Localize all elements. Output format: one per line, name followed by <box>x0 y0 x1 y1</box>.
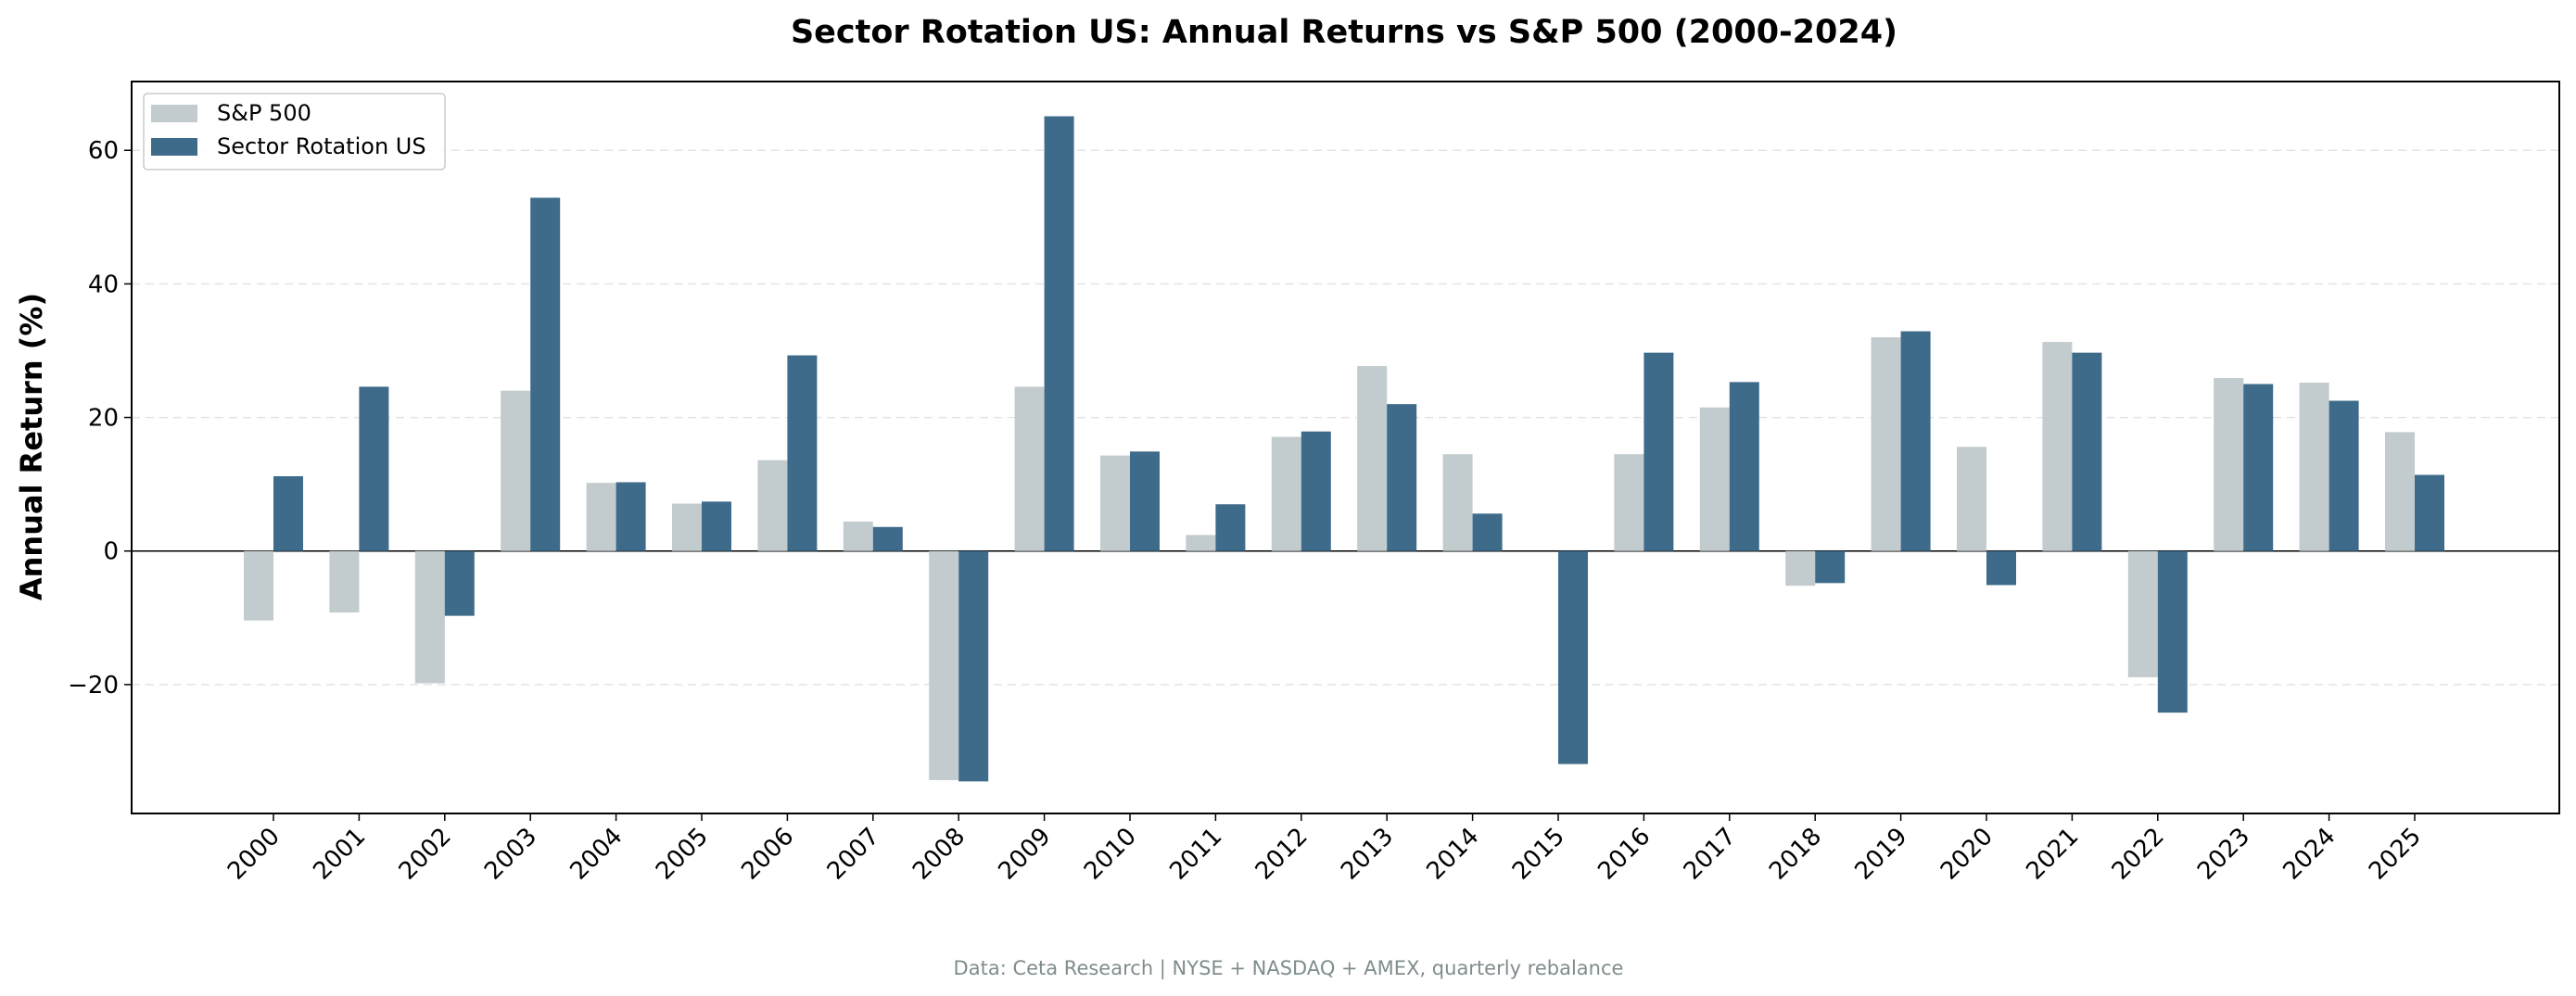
bar-sp500-2013 <box>1357 366 1388 551</box>
x-tick-label: 2014 <box>1422 823 1485 886</box>
bar-sp500-2000 <box>244 550 273 621</box>
x-tick-label: 2010 <box>1079 823 1142 886</box>
bar-sp500-2008 <box>929 550 959 780</box>
bar-sp500-2021 <box>2042 342 2073 551</box>
x-tick-label: 2008 <box>907 823 971 886</box>
bar-sp500-2011 <box>1186 535 1216 551</box>
bar-sector-rotation-2015 <box>1558 550 1588 764</box>
bar-sector-rotation-2003 <box>530 197 561 551</box>
x-tick-label: 2013 <box>1336 823 1399 886</box>
x-tick-label: 2003 <box>479 823 542 886</box>
bars <box>244 116 2444 782</box>
x-tick-label: 2025 <box>2364 823 2427 886</box>
bar-sector-rotation-2013 <box>1387 404 1417 551</box>
bar-sector-rotation-2022 <box>2157 550 2188 713</box>
bar-sector-rotation-2020 <box>1986 550 2016 586</box>
bar-sector-rotation-2023 <box>2243 384 2274 551</box>
bar-sector-rotation-2008 <box>958 550 989 782</box>
x-tick-label: 2021 <box>2021 823 2084 886</box>
bar-sp500-2007 <box>843 522 873 551</box>
x-tick-label: 2019 <box>1850 823 1913 886</box>
x-tick-label: 2017 <box>1679 823 1742 886</box>
bar-sp500-2005 <box>672 503 702 551</box>
bar-sp500-2004 <box>586 483 616 551</box>
x-tick-label: 2005 <box>651 823 714 886</box>
grid-lines <box>132 149 2559 686</box>
bar-sector-rotation-2024 <box>2329 400 2359 551</box>
y-tick-label: 60 <box>88 137 119 165</box>
chart-title: Sector Rotation US: Annual Returns vs S&… <box>791 14 1897 51</box>
bar-sector-rotation-2004 <box>615 482 646 551</box>
x-tick-label: 2000 <box>222 823 286 886</box>
bar-sector-rotation-2000 <box>273 475 303 551</box>
bar-sp500-2016 <box>1614 454 1644 551</box>
bar-sector-rotation-2021 <box>2072 352 2102 551</box>
legend-swatch-sector-rotation <box>151 138 197 156</box>
bar-sector-rotation-2014 <box>1472 513 1503 551</box>
y-tick-label: 20 <box>88 405 119 433</box>
bar-sector-rotation-2005 <box>702 501 731 551</box>
y-axis: −20 0 20 40 60 <box>68 137 132 700</box>
x-tick-label: 2016 <box>1593 823 1656 886</box>
source-note: Data: Ceta Research | NYSE + NASDAQ + AM… <box>954 957 1624 980</box>
bar-sp500-2023 <box>2214 378 2244 551</box>
bar-sp500-2006 <box>757 460 788 551</box>
bar-sp500-2019 <box>1871 337 1901 551</box>
bar-sp500-2018 <box>1785 550 1816 586</box>
x-tick-label: 2023 <box>2192 823 2255 886</box>
legend-swatch-sp500 <box>151 105 197 122</box>
bar-sector-rotation-2007 <box>872 526 903 551</box>
legend: S&P 500 Sector Rotation US <box>143 93 446 170</box>
bar-sp500-2025 <box>2385 432 2415 551</box>
bar-sector-rotation-2006 <box>787 355 818 551</box>
x-tick-label: 2007 <box>822 823 885 886</box>
x-tick-label: 2024 <box>2278 823 2341 886</box>
bar-sector-rotation-2017 <box>1729 382 1759 551</box>
legend-label-sp500: S&P 500 <box>217 100 311 126</box>
bar-sp500-2001 <box>329 550 360 613</box>
bar-sector-rotation-2019 <box>1900 331 1931 551</box>
bar-sp500-2012 <box>1271 436 1301 551</box>
bar-sp500-2002 <box>414 550 445 684</box>
legend-frame <box>143 93 446 170</box>
x-tick-label: 2022 <box>2107 823 2170 886</box>
bar-sector-rotation-2012 <box>1301 431 1331 551</box>
bar-sp500-2003 <box>501 390 531 551</box>
x-tick-label: 2012 <box>1250 823 1313 886</box>
bar-sector-rotation-2009 <box>1044 116 1074 551</box>
bar-sector-rotation-2016 <box>1643 352 1674 551</box>
bar-sector-rotation-2011 <box>1215 504 1246 551</box>
x-axis: 2000 2001 2002 2003 2004 2005 2006 2007 2008 2009… <box>222 813 2427 886</box>
x-tick-label: 2006 <box>736 823 799 886</box>
x-tick-label: 2020 <box>1935 823 1999 886</box>
x-tick-label: 2009 <box>994 823 1057 886</box>
x-tick-label: 2001 <box>308 823 371 886</box>
bar-sector-rotation-2018 <box>1815 550 1846 584</box>
bar-sp500-2022 <box>2127 550 2158 677</box>
bar-sp500-2009 <box>1014 386 1045 551</box>
x-tick-label: 2004 <box>565 823 628 886</box>
bar-sector-rotation-2002 <box>444 550 475 616</box>
y-tick-label: 40 <box>88 271 119 298</box>
bar-sp500-2024 <box>2299 383 2329 551</box>
y-tick-label: 0 <box>103 538 119 566</box>
bar-sector-rotation-2010 <box>1130 451 1160 551</box>
bar-sp500-2014 <box>1442 454 1473 551</box>
bar-sp500-2010 <box>1100 455 1130 551</box>
x-tick-label: 2002 <box>394 823 457 886</box>
bar-sector-rotation-2001 <box>359 386 389 551</box>
y-tick-label: −20 <box>68 672 119 700</box>
bar-sp500-2017 <box>1699 407 1730 551</box>
bar-sp500-2020 <box>1957 447 1986 551</box>
y-axis-label: Annual Return (%) <box>14 293 49 600</box>
x-tick-label: 2018 <box>1764 823 1827 886</box>
plot-frame <box>131 81 2560 814</box>
x-tick-label: 2015 <box>1507 823 1570 886</box>
bar-sector-rotation-2025 <box>2415 474 2444 551</box>
x-tick-label: 2011 <box>1164 823 1227 886</box>
legend-label-sector-rotation: Sector Rotation US <box>217 133 426 159</box>
